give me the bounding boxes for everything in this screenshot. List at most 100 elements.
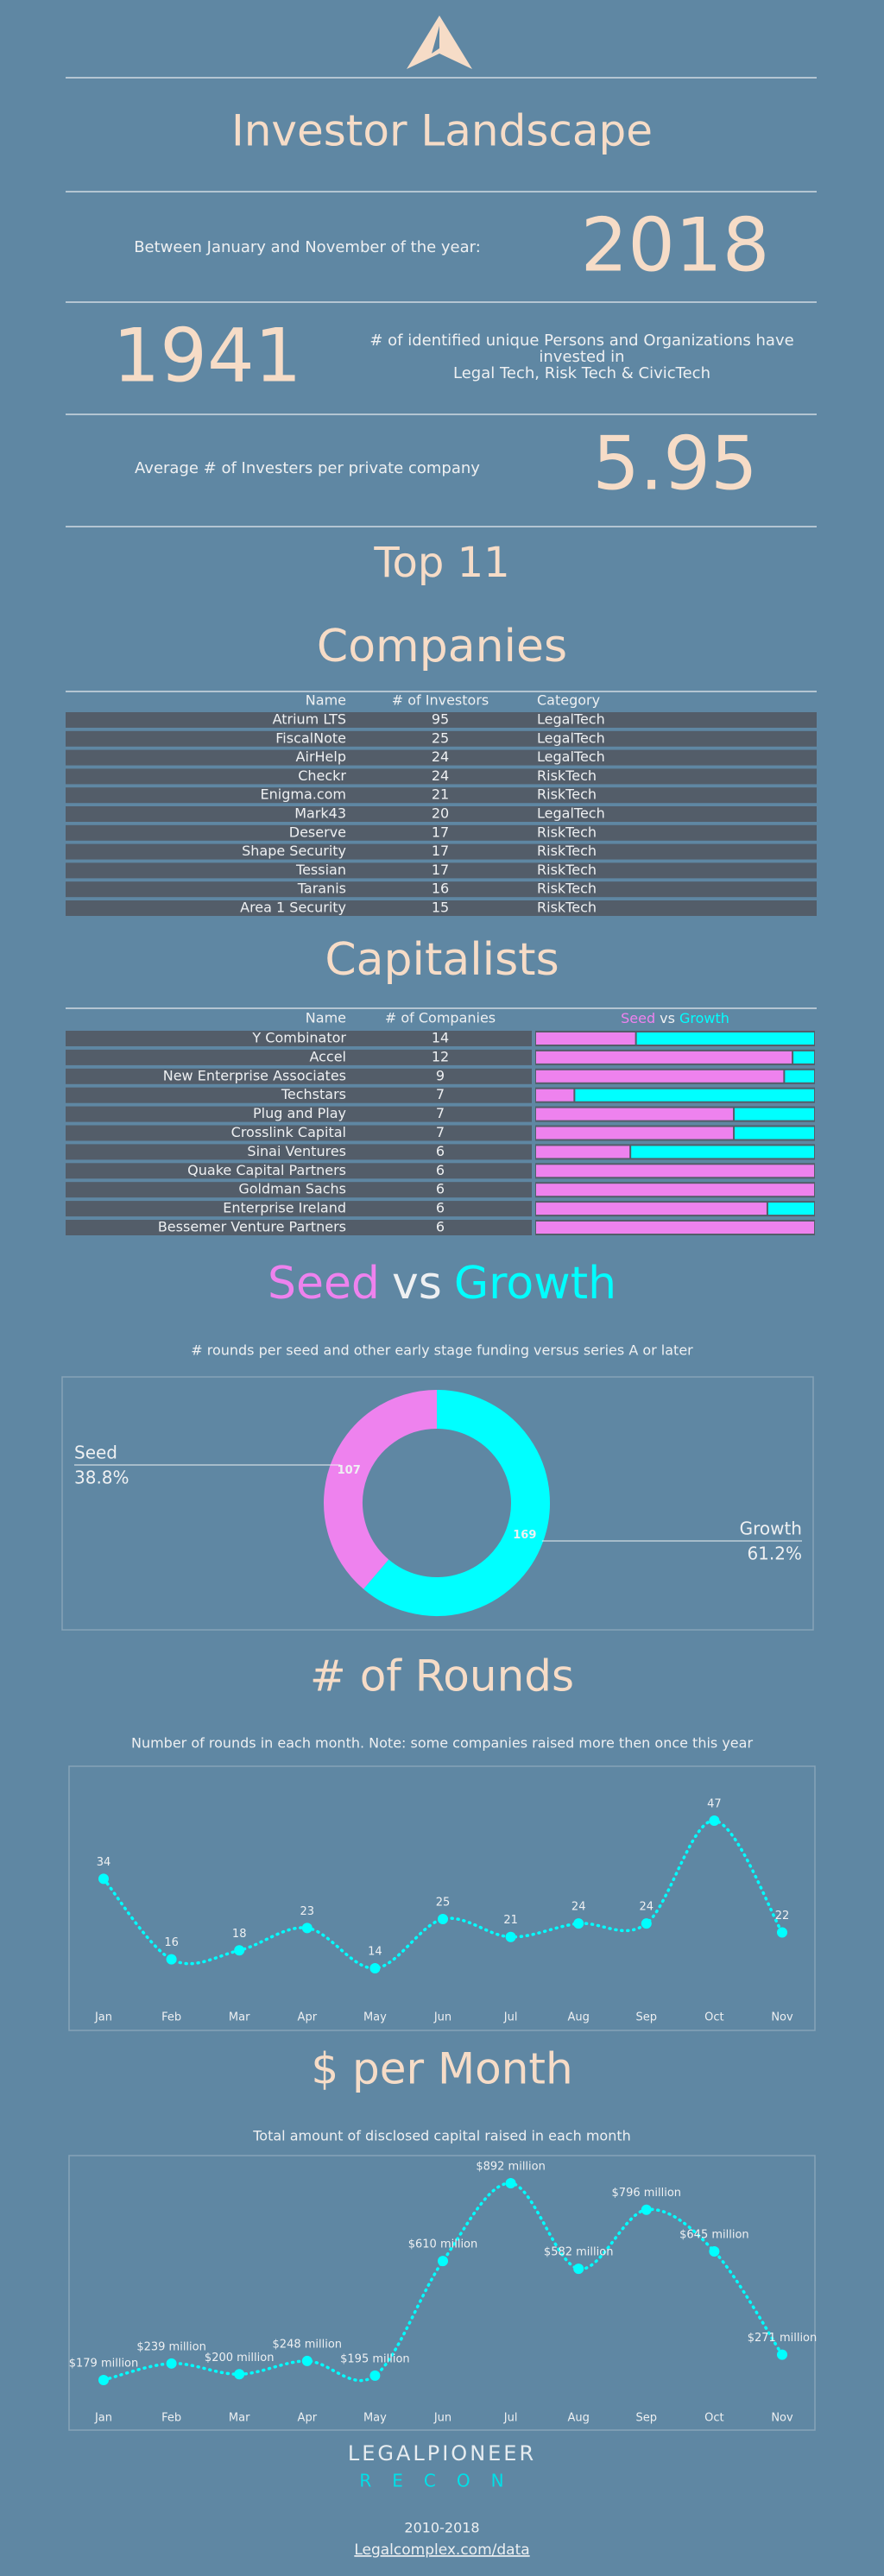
table-cell: RiskTech: [537, 862, 597, 878]
line-series: [102, 1819, 784, 1970]
data-label: $248 million: [273, 2338, 343, 2351]
page-title: Investor Landscape: [231, 106, 653, 156]
table-cell: Taranis: [297, 881, 346, 897]
data-label: 34: [97, 1856, 111, 1869]
data-point: [438, 2256, 448, 2267]
title-word: vs: [392, 1258, 442, 1310]
data-label: 25: [436, 1897, 451, 1910]
table-row: [66, 1144, 532, 1160]
table-cell: LegalTech: [537, 711, 605, 728]
data-point: [369, 2370, 381, 2381]
data-point: [98, 2375, 109, 2385]
x-tick-label: Sep: [636, 2011, 658, 2024]
data-point: [234, 2369, 245, 2380]
data-label: 21: [503, 1914, 518, 1927]
brand-sub: RECON: [359, 2471, 524, 2491]
donut-slice: [324, 1390, 438, 1589]
x-tick-label: Nov: [771, 2011, 793, 2024]
stat-value: 5.95: [592, 420, 757, 507]
chart-subtitle: Total amount of disclosed capital raised…: [252, 2128, 631, 2144]
table-header: # of Investors: [392, 692, 489, 709]
x-tick-label: Jun: [433, 2412, 451, 2425]
table-row: [66, 843, 817, 860]
table-cell: 17: [432, 862, 449, 878]
table-cell: Enterprise Ireland: [223, 1200, 346, 1216]
slice-name: Growth: [740, 1518, 802, 1539]
stat-label: Legal Tech, Risk Tech & CivicTech: [453, 364, 710, 382]
data-label: $239 million: [136, 2340, 206, 2353]
table-cell: 6: [436, 1181, 445, 1197]
data-point: [166, 2358, 177, 2369]
table-row: [66, 824, 817, 841]
bar-segment: [631, 1146, 814, 1159]
data-point: [505, 1931, 516, 1942]
section-title: Companies: [317, 621, 567, 672]
table-row: [66, 1220, 532, 1235]
bar-segment: [536, 1051, 792, 1064]
table-cell: 25: [432, 729, 449, 746]
chart-frame: [68, 1765, 816, 2031]
data-label: 23: [300, 1905, 315, 1918]
table-cell: Plug and Play: [253, 1105, 346, 1121]
table-header: Name: [306, 1010, 346, 1026]
table-row: [66, 1163, 532, 1179]
table-row: [66, 1182, 532, 1198]
bar-segment: [536, 1089, 574, 1102]
bar-segment: [536, 1165, 814, 1178]
table-row: [66, 749, 817, 766]
table-cell: 24: [432, 767, 449, 784]
data-label: $582 million: [544, 2246, 614, 2259]
table-row: [66, 900, 817, 916]
bar-segment: [536, 1184, 814, 1196]
title-word: Seed: [268, 1258, 380, 1310]
table-cell: New Enterprise Associates: [163, 1067, 346, 1083]
table-cell: AirHelp: [296, 748, 346, 765]
data-label: $645 million: [679, 2228, 749, 2241]
table-cell: 7: [436, 1086, 445, 1102]
data-label: $271 million: [748, 2332, 818, 2345]
table-cell: RiskTech: [537, 767, 597, 784]
table-cell: 24: [432, 748, 449, 765]
bar-segment: [735, 1108, 814, 1121]
table-row: [66, 1106, 532, 1122]
legend: Seed vs Growth: [621, 1010, 729, 1026]
table-cell: 6: [436, 1162, 445, 1178]
table-cell: 20: [432, 805, 449, 822]
donut-slice: [363, 1390, 550, 1616]
table-row: [66, 862, 817, 879]
table-row: [66, 787, 817, 804]
section-title: # of Rounds: [310, 1651, 574, 1702]
stat-label: Between January and November of the year…: [134, 238, 481, 256]
data-label: 24: [640, 1901, 654, 1914]
x-tick-label: May: [363, 2412, 387, 2425]
data-point: [438, 1914, 448, 1924]
table-cell: Deserve: [289, 824, 346, 840]
x-tick-label: Aug: [568, 2412, 590, 2425]
section-title: Top 11: [373, 539, 509, 587]
slice-percent: 38.8%: [74, 1468, 129, 1488]
x-tick-label: Jan: [94, 2011, 112, 2024]
table-row: [66, 1068, 532, 1084]
footer-link[interactable]: Legalcomplex.com/data: [354, 2541, 529, 2559]
data-point: [234, 1945, 245, 1956]
x-tick-label: Jun: [433, 2011, 451, 2024]
brand-name: LEGALPIONEER: [348, 2441, 536, 2466]
bar-segment: [785, 1070, 814, 1083]
legend-entry: Seed: [621, 1010, 655, 1026]
x-tick-label: Feb: [161, 2412, 181, 2425]
slice-value: 107: [338, 1464, 361, 1477]
x-tick-label: Mar: [229, 2412, 250, 2425]
table-row: [66, 1201, 532, 1217]
data-point: [709, 1815, 720, 1826]
data-label: $195 million: [340, 2352, 410, 2365]
table-row: [66, 1049, 532, 1065]
table-header: Category: [537, 692, 600, 709]
table-cell: 16: [432, 881, 449, 897]
table-cell: RiskTech: [537, 786, 597, 803]
stat-label: Average # of Investers per private compa…: [135, 459, 480, 477]
bar-segment: [536, 1203, 767, 1215]
table-cell: Area 1 Security: [240, 900, 346, 916]
data-point: [777, 1927, 787, 1938]
